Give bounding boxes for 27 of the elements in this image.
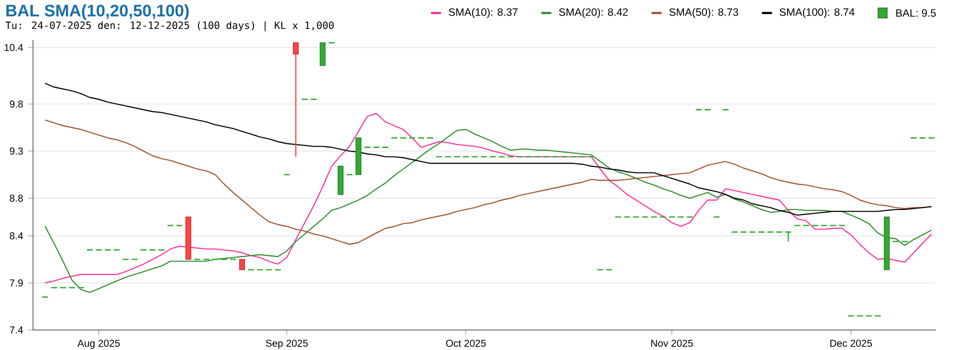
legend-label: SMA(50): 8.73 [669, 8, 738, 18]
candlestick [356, 138, 362, 176]
legend-label: BAL: 9.5 [896, 9, 936, 17]
y-tick-label: 9.8 [10, 100, 23, 108]
legend-label: SMA(20): 8.42 [559, 8, 628, 18]
y-tick-label: 10.4 [4, 44, 23, 52]
y-tick-label: 8.8 [10, 194, 23, 202]
legend-label: SMA(10): 8.37 [448, 8, 518, 18]
chart-title: BAL SMA(10,20,50,100) [6, 4, 189, 20]
candlestick [784, 231, 792, 242]
y-tick-label: 7.9 [10, 279, 23, 286]
y-tick-label: 8.4 [10, 232, 23, 240]
y-tick-label: 7.4 [10, 326, 23, 334]
candlestick [884, 216, 890, 270]
x-tick-label: Dec 2025 [830, 340, 872, 347]
candlestick [239, 258, 245, 270]
x-tick-label: Nov 2025 [651, 340, 693, 347]
candlestick [292, 42, 299, 158]
x-tick-label: Oct 2025 [446, 340, 486, 347]
candlestick [185, 216, 192, 260]
x-tick-label: Aug 2025 [77, 340, 120, 349]
chart-subtitle: Tu: 24-07-2025 den: 12-12-2025 (100 days) | KL x 1,000 [6, 21, 334, 32]
y-tick-label: 9.3 [10, 148, 23, 155]
candlestick [320, 42, 326, 66]
x-tick-label: Sep 2025 [266, 340, 308, 349]
legend-label: SMA(100): 8.74 [780, 8, 855, 18]
candlestick [338, 166, 344, 195]
